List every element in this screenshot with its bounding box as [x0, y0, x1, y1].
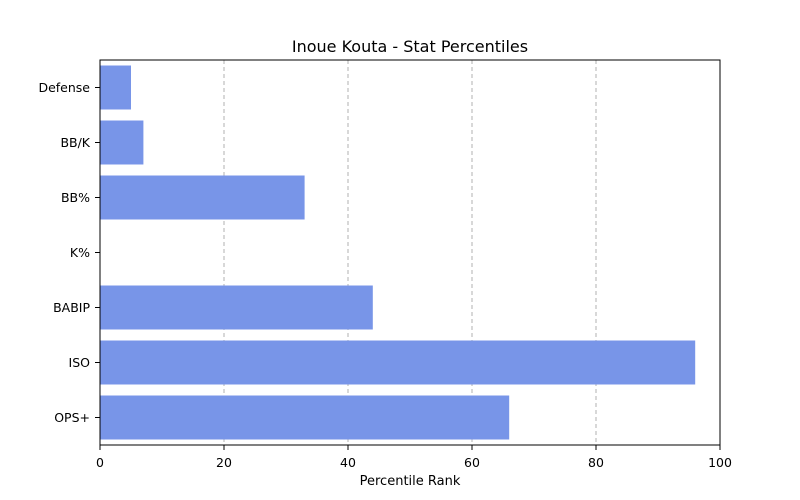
chart-title: Inoue Kouta - Stat Percentiles [292, 37, 528, 56]
bar [100, 340, 696, 385]
y-tick-label: Defense [38, 80, 90, 95]
x-tick-label: 0 [96, 455, 104, 470]
x-tick-label: 80 [588, 455, 604, 470]
bar [100, 120, 144, 165]
bar [100, 395, 510, 440]
bar [100, 65, 131, 110]
bar [100, 285, 373, 330]
bars [100, 65, 696, 440]
bar [100, 175, 305, 220]
x-tick-label: 100 [708, 455, 732, 470]
y-tick-label: K% [70, 245, 90, 260]
y-axis-ticks: OPS+ ISO BABIP K% BB% BB/K Defense [38, 80, 100, 425]
plot-frame [99, 59, 721, 446]
x-tick-label: 40 [340, 455, 356, 470]
x-tick-label: 20 [216, 455, 232, 470]
y-tick-label: BB/K [60, 135, 90, 150]
grid-lines [223, 60, 597, 445]
x-tick-label: 60 [464, 455, 480, 470]
y-tick-label: BB% [61, 190, 90, 205]
y-tick-label: BABIP [53, 300, 90, 315]
x-axis-ticks: 0 20 40 60 80 100 [96, 445, 732, 470]
y-tick-label: ISO [69, 355, 91, 370]
y-tick-label: OPS+ [54, 410, 90, 425]
x-axis-label: Percentile Rank [360, 474, 461, 489]
